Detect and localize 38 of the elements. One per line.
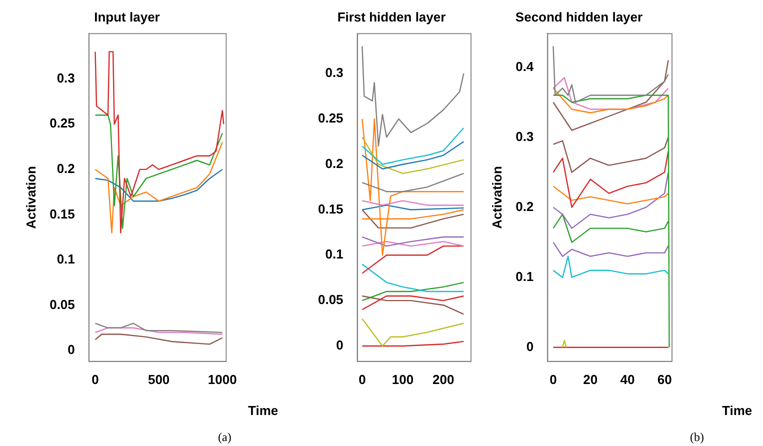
x-tick-label: 0 <box>550 372 557 387</box>
y-tick-label: 0 <box>68 342 75 358</box>
y-tick-label: 0.3 <box>325 65 344 80</box>
y-axis-title: Activation <box>23 166 38 229</box>
y-tick-label: 0.4 <box>516 58 534 74</box>
x-tick-label: 0 <box>358 372 366 387</box>
y-tick-label: 0.15 <box>318 201 344 216</box>
x-tick-label: 0 <box>92 372 99 387</box>
x-tick-label: 1000 <box>208 372 237 387</box>
y-tick-label: 0.3 <box>516 128 534 144</box>
y-tick-label: 0.05 <box>50 296 75 312</box>
y-tick-label: 0.2 <box>516 198 534 214</box>
text: (a) <box>218 430 232 445</box>
chart-title: Input layer <box>94 9 160 24</box>
y-tick-label: 0.05 <box>318 292 344 308</box>
y-tick-label: 0.15 <box>50 206 75 222</box>
x-tick-label: 200 <box>432 372 454 387</box>
y-axis-title: Activation <box>489 166 504 229</box>
y-tick-label: 0.25 <box>318 110 344 126</box>
y-tick-label: 0 <box>526 338 534 354</box>
chart-title: Second hidden layer <box>515 9 643 24</box>
y-tick-label: 0.1 <box>56 252 75 267</box>
x-tick-label: 500 <box>148 372 170 387</box>
y-tick-label: 0 <box>336 338 344 353</box>
y-tick-label: 0.3 <box>56 70 75 86</box>
x-tick-label: 100 <box>392 372 414 387</box>
y-tick-label: 0.2 <box>56 161 75 176</box>
x-tick-label: 40 <box>620 372 635 387</box>
x-axis-title: Time <box>248 403 278 418</box>
chart-title: First hidden layer <box>337 9 446 24</box>
x-axis-title: Time <box>722 403 752 418</box>
text: (b) <box>690 430 704 445</box>
y-tick-label: 0.2 <box>325 156 344 171</box>
x-tick-label: 20 <box>583 372 598 387</box>
y-tick-label: 0.1 <box>516 268 534 284</box>
y-tick-label: 0.25 <box>50 116 75 131</box>
x-tick-label: 60 <box>657 372 672 387</box>
y-tick-label: 0.1 <box>325 246 344 262</box>
